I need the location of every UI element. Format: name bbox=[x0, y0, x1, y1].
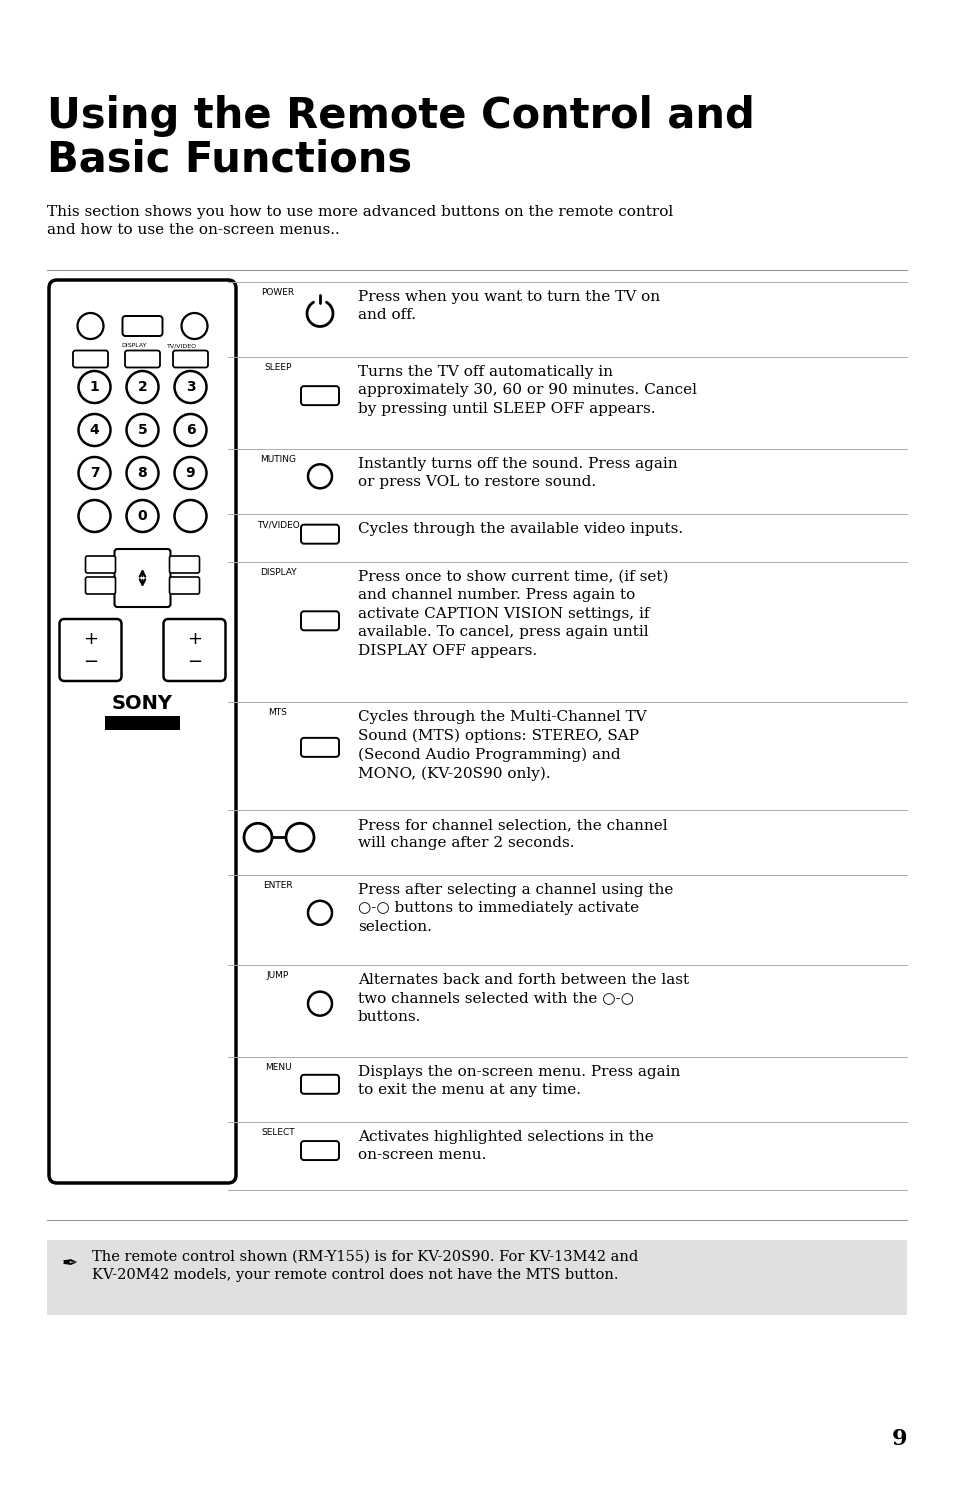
FancyBboxPatch shape bbox=[86, 556, 115, 572]
Text: JUMP: JUMP bbox=[267, 971, 289, 980]
Text: Alternates back and forth between the last
two channels selected with the ○-○
bu: Alternates back and forth between the la… bbox=[357, 972, 688, 1025]
FancyBboxPatch shape bbox=[301, 1075, 338, 1094]
FancyBboxPatch shape bbox=[170, 577, 199, 593]
Text: DISPLAY: DISPLAY bbox=[259, 568, 296, 577]
Text: Activates highlighted selections in the
on-screen menu.: Activates highlighted selections in the … bbox=[357, 1130, 653, 1163]
FancyBboxPatch shape bbox=[301, 387, 338, 404]
FancyBboxPatch shape bbox=[301, 525, 338, 544]
FancyBboxPatch shape bbox=[47, 1240, 906, 1315]
Text: TV/VIDEO: TV/VIDEO bbox=[168, 343, 197, 348]
FancyBboxPatch shape bbox=[163, 619, 225, 681]
Text: DISPLAY: DISPLAY bbox=[122, 343, 147, 348]
Text: 7: 7 bbox=[90, 465, 99, 480]
Text: SELECT: SELECT bbox=[261, 1129, 294, 1138]
Text: MENU: MENU bbox=[264, 1063, 291, 1072]
Text: 4: 4 bbox=[90, 422, 99, 437]
Bar bbox=[105, 717, 180, 730]
Text: Press for channel selection, the channel
will change after 2 seconds.: Press for channel selection, the channel… bbox=[357, 818, 667, 851]
FancyBboxPatch shape bbox=[301, 611, 338, 630]
Text: 5: 5 bbox=[137, 422, 147, 437]
FancyBboxPatch shape bbox=[301, 738, 338, 757]
FancyBboxPatch shape bbox=[59, 619, 121, 681]
Text: This section shows you how to use more advanced buttons on the remote control
an: This section shows you how to use more a… bbox=[47, 205, 673, 238]
Text: 0: 0 bbox=[137, 509, 147, 523]
Text: Cycles through the Multi-Channel TV
Sound (MTS) options: STEREO, SAP
(Second Aud: Cycles through the Multi-Channel TV Soun… bbox=[357, 709, 646, 781]
Text: −: − bbox=[83, 653, 98, 671]
Text: 6: 6 bbox=[186, 422, 195, 437]
FancyBboxPatch shape bbox=[125, 351, 160, 367]
Text: Press when you want to turn the TV on
and off.: Press when you want to turn the TV on an… bbox=[357, 290, 659, 323]
FancyBboxPatch shape bbox=[170, 556, 199, 572]
Text: 9: 9 bbox=[890, 1428, 906, 1450]
FancyBboxPatch shape bbox=[73, 351, 108, 367]
Text: 9: 9 bbox=[186, 465, 195, 480]
FancyBboxPatch shape bbox=[301, 1141, 338, 1160]
Text: POWER: POWER bbox=[261, 288, 294, 297]
Text: SONY: SONY bbox=[112, 694, 172, 712]
FancyBboxPatch shape bbox=[86, 577, 115, 593]
Text: 3: 3 bbox=[186, 381, 195, 394]
Text: ENTER: ENTER bbox=[263, 880, 293, 891]
Text: MTS: MTS bbox=[269, 708, 287, 717]
FancyBboxPatch shape bbox=[114, 549, 171, 607]
Text: ✒: ✒ bbox=[62, 1254, 78, 1273]
Text: 1: 1 bbox=[90, 381, 99, 394]
FancyBboxPatch shape bbox=[122, 317, 162, 336]
Text: Using the Remote Control and: Using the Remote Control and bbox=[47, 95, 754, 137]
Text: SLEEP: SLEEP bbox=[264, 363, 292, 372]
Text: Basic Functions: Basic Functions bbox=[47, 138, 412, 181]
FancyBboxPatch shape bbox=[172, 351, 208, 367]
Text: +: + bbox=[83, 630, 98, 648]
Text: Turns the TV off automatically in
approximately 30, 60 or 90 minutes. Cancel
by : Turns the TV off automatically in approx… bbox=[357, 364, 697, 416]
Text: 2: 2 bbox=[137, 381, 147, 394]
Text: Press once to show current time, (if set)
and channel number. Press again to
act: Press once to show current time, (if set… bbox=[357, 570, 668, 657]
FancyBboxPatch shape bbox=[49, 280, 235, 1184]
Text: 8: 8 bbox=[137, 465, 147, 480]
Text: The remote control shown (RM-Y155) is for KV-20S90. For KV-13M42 and
KV-20M42 mo: The remote control shown (RM-Y155) is fo… bbox=[91, 1251, 638, 1282]
Text: Instantly turns off the sound. Press again
or press VOL to restore sound.: Instantly turns off the sound. Press aga… bbox=[357, 457, 677, 489]
Text: MUTING: MUTING bbox=[260, 455, 295, 464]
Text: −: − bbox=[187, 653, 202, 671]
Text: Cycles through the available video inputs.: Cycles through the available video input… bbox=[357, 522, 682, 535]
Text: +: + bbox=[187, 630, 202, 648]
Text: Press after selecting a channel using the
○-○ buttons to immediately activate
se: Press after selecting a channel using th… bbox=[357, 883, 673, 934]
Text: TV/VIDEO: TV/VIDEO bbox=[256, 520, 299, 529]
Text: Displays the on-screen menu. Press again
to exit the menu at any time.: Displays the on-screen menu. Press again… bbox=[357, 1065, 679, 1097]
